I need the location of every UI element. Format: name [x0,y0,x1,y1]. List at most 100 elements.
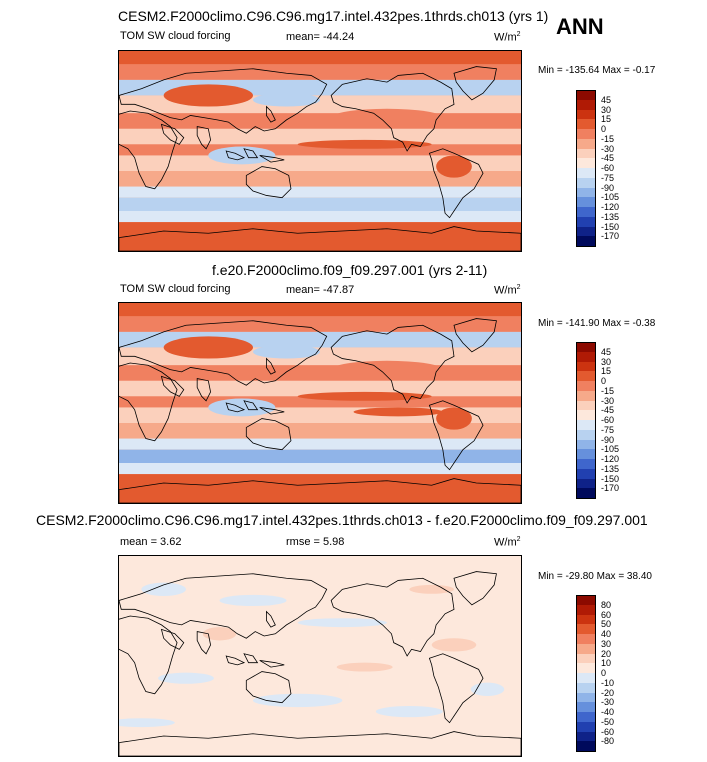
panel2-units: W/m2 [494,284,521,297]
colorbar-tick-label: -60 [601,415,615,425]
colorbar-tick-label: -10 [601,677,615,688]
colorbar-swatch [576,129,596,140]
colorbar-swatch [576,197,596,208]
colorbar-swatch [576,731,596,742]
colorbar-tick-label: -50 [601,716,615,727]
season-label: ANN [556,14,604,39]
colorbar-tick-label: -170 [601,231,620,242]
colorbar-tick-label: -30 [601,143,615,154]
colorbar-tick-label: -40 [601,707,615,717]
colorbar-swatch [576,488,596,499]
colorbar-swatch [576,361,596,372]
panel3-minmax: Min = -29.80 Max = 38.40 [538,571,652,582]
colorbar-tick-label: -20 [601,687,615,698]
colorbar-swatch [576,429,596,440]
colorbar-swatch [576,459,596,470]
panel2-title: f.e20.F2000climo.f09_f09.297.001 (yrs 2-… [212,262,488,278]
colorbar-swatch [576,109,596,120]
colorbar-tick-label: 80 [601,599,612,610]
panel1-minmax: Min = -135.64 Max = -0.17 [538,65,656,76]
colorbar-tick-label: -60 [601,163,615,173]
colorbar-swatch [576,614,596,625]
colorbar-swatch [576,741,596,752]
colorbar-tick-label: -30 [601,697,615,708]
colorbar-tick-label: 15 [601,366,612,377]
colorbar-tick-label: -90 [601,182,615,193]
colorbar-tick-label: 15 [601,114,612,125]
colorbar-swatch [576,468,596,479]
colorbar-tick-label: -15 [601,385,615,396]
colorbar-tick-label: -150 [601,473,620,484]
panel1-variable-label: TOM SW cloud forcing [120,30,231,42]
colorbar-swatch [576,604,596,615]
panel1-map [118,50,522,252]
colorbar-swatch [576,207,596,218]
colorbar-tick-label: 0 [601,124,607,134]
colorbar-swatch [576,449,596,460]
colorbar-tick-label: 30 [601,356,612,367]
colorbar-tick-label: -45 [601,405,615,416]
panel1-mean-label: mean= -44.24 [286,31,355,43]
colorbar-tick-label: -45 [601,153,615,164]
panel2-minmax: Min = -141.90 Max = -0.38 [538,318,656,329]
colorbar-tick-label: -60 [601,726,615,737]
colorbar-swatch [576,381,596,392]
panel2-variable-label: TOM SW cloud forcing [120,283,231,295]
colorbar-tick-label: -15 [601,133,615,144]
colorbar-tick-label: -135 [601,463,620,474]
colorbar-swatch [576,187,596,198]
colorbar-swatch [576,643,596,654]
colorbar-tick-label: -120 [601,454,620,464]
colorbar-swatch [576,663,596,674]
panel3-map [118,555,522,757]
panel3-units: W/m2 [494,536,521,549]
colorbar-swatch [576,390,596,401]
panel1-colorbar: 45 30 15 0 -15 -30 -45 -60 -75 -90 -105 -120 -135 -15… [576,90,636,247]
colorbar-swatch [576,702,596,713]
panel3-mean-label: mean = 3.62 [120,536,182,548]
colorbar-tick-label: 30 [601,104,612,115]
colorbar-swatch [576,653,596,664]
colorbar-swatch [576,478,596,489]
panel2-mean-label: mean= -47.87 [286,284,355,296]
colorbar-swatch [576,692,596,703]
panel1-units: W/m2 [494,31,521,44]
colorbar-swatch [576,410,596,421]
colorbar-swatch [576,168,596,179]
colorbar-tick-label: -150 [601,221,620,232]
colorbar-swatch [576,138,596,149]
panel1-title: CESM2.F2000climo.C96.C96.mg17.intel.432p… [118,8,549,24]
colorbar-tick-label: 60 [601,609,612,620]
colorbar-tick-label: -90 [601,434,615,445]
colorbar-tick-label: -120 [601,202,620,212]
colorbar-tick-label: -80 [601,736,615,747]
colorbar-swatch [576,634,596,645]
colorbar-swatch [576,226,596,237]
colorbar-swatch [576,420,596,431]
colorbar-swatch [576,342,596,353]
colorbar-tick-label: -170 [601,483,620,494]
colorbar-swatch [576,90,596,101]
colorbar-tick-label: -75 [601,424,615,435]
colorbar-swatch [576,119,596,130]
colorbar-tick-label: 0 [601,376,607,386]
colorbar-swatch [576,371,596,382]
colorbar-tick-label: 10 [601,658,612,669]
colorbar-tick-label: -105 [601,444,620,455]
colorbar-tick-label: 40 [601,629,612,639]
colorbar-swatch [576,721,596,732]
panel3-rmse-label: rmse = 5.98 [286,536,345,548]
colorbar-swatch [576,595,596,606]
colorbar-swatch [576,682,596,693]
panel2-colorbar: 45 30 15 0 -15 -30 -45 -60 -75 -90 -105 -120 -135 -15… [576,342,636,499]
colorbar-tick-label: 45 [601,346,612,357]
panel3-colorbar: 80 60 50 40 30 20 10 0 -10 -20 -30 -40 -50 -60 -80 [576,595,636,752]
colorbar-tick-label: -105 [601,192,620,203]
colorbar-tick-label: 0 [601,668,607,678]
panel2-map [118,302,522,504]
colorbar-tick-label: 50 [601,619,612,630]
colorbar-swatch [576,236,596,247]
colorbar-swatch [576,99,596,110]
colorbar-swatch [576,439,596,450]
colorbar-swatch [576,148,596,159]
